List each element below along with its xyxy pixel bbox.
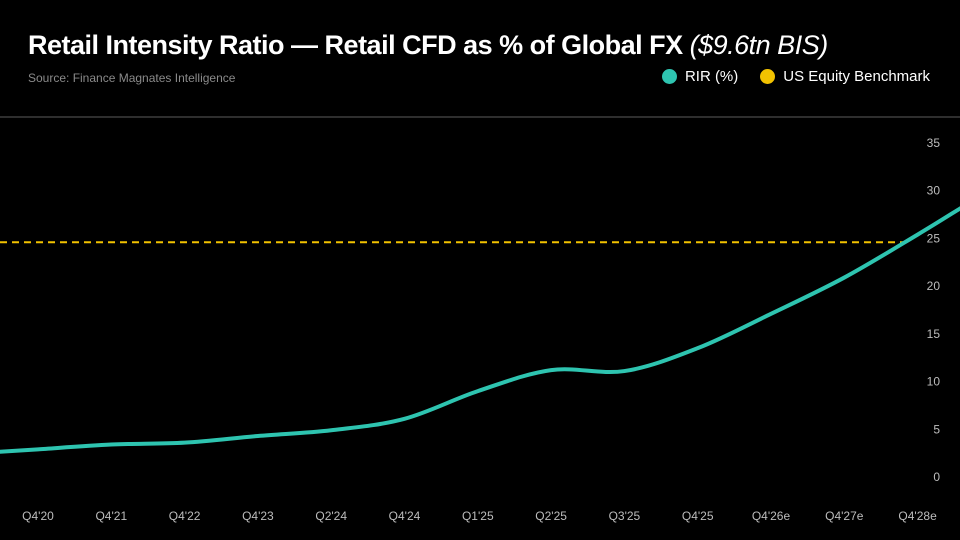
- y-tick-label: 30: [927, 184, 941, 198]
- legend-label-benchmark: US Equity Benchmark: [783, 68, 930, 85]
- x-tick-label: Q2'24: [315, 509, 347, 523]
- y-tick-label: 15: [927, 327, 941, 341]
- legend-item-rir[interactable]: RIR (%): [661, 68, 739, 85]
- header-divider: [0, 116, 960, 118]
- y-tick-label: 0: [933, 470, 940, 484]
- y-tick-label: 25: [927, 231, 941, 245]
- x-tick-label: Q4'21: [95, 509, 127, 523]
- x-tick-label: Q4'24: [389, 509, 421, 523]
- y-tick-label: 35: [927, 136, 941, 150]
- legend-item-benchmark[interactable]: US Equity Benchmark: [760, 68, 930, 85]
- x-tick-label: Q4'20: [22, 509, 54, 523]
- x-tick-label: Q4'27e: [825, 509, 864, 523]
- x-tick-label: Q4'26e: [752, 509, 791, 523]
- x-tick-label: Q2'25: [535, 509, 567, 523]
- y-tick-label: 5: [933, 422, 940, 436]
- legend-swatch-rir: [661, 69, 677, 84]
- y-tick-label: 10: [927, 375, 941, 389]
- x-tick-label: Q4'23: [242, 509, 274, 523]
- y-tick-label: 20: [927, 279, 941, 293]
- x-tick-label: Q3'25: [609, 509, 641, 523]
- source-note: Source: Finance Magnates Intelligence: [28, 71, 236, 85]
- title-sub: ($9.6tn BIS): [689, 30, 829, 60]
- title-main: Retail Intensity Ratio — Retail CFD as %…: [28, 30, 683, 60]
- legend-label-rir: RIR (%): [684, 68, 739, 85]
- x-tick-label: Q1'25: [462, 509, 494, 523]
- chart-title: Retail Intensity Ratio — Retail CFD as %…: [28, 30, 828, 61]
- x-tick-label: Q4'22: [169, 509, 201, 523]
- x-tick-label: Q4'28e: [898, 509, 937, 523]
- legend: RIR (%) US Equity Benchmark: [661, 68, 930, 85]
- legend-swatch-benchmark: [760, 69, 776, 84]
- x-tick-label: Q4'25: [682, 509, 714, 523]
- rir-series-line: [0, 206, 960, 454]
